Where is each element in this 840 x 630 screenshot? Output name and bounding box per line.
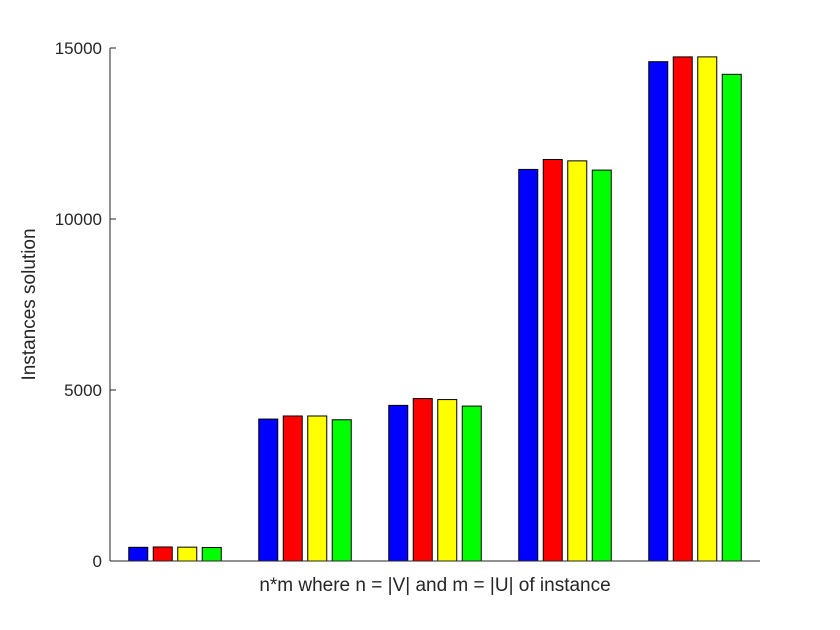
y-axis-label: Instances solution xyxy=(19,228,40,380)
bar xyxy=(388,404,409,562)
bar xyxy=(177,546,198,562)
y-tick-label: 10000 xyxy=(55,210,102,229)
bar xyxy=(152,546,173,562)
bar xyxy=(461,405,482,562)
x-axis-label: n*m where n = |V| and m = |U| of instanc… xyxy=(259,575,610,596)
y-tick-label: 0 xyxy=(93,552,102,571)
bar xyxy=(258,418,279,562)
bar xyxy=(591,169,612,562)
bar xyxy=(648,61,669,562)
bar xyxy=(331,419,352,562)
y-tick-label: 15000 xyxy=(55,39,102,58)
bar xyxy=(307,415,328,562)
bar xyxy=(567,160,588,562)
bar xyxy=(282,415,303,562)
bar xyxy=(672,56,693,562)
bar xyxy=(128,546,149,562)
y-tick-label: 5000 xyxy=(64,381,102,400)
bars-group xyxy=(128,56,742,562)
bar xyxy=(201,546,222,562)
y-ticks-group: 0 5000 10000 15000 xyxy=(55,39,116,571)
bar xyxy=(412,398,433,562)
bar xyxy=(437,399,458,562)
bar xyxy=(721,73,742,562)
bar xyxy=(518,168,539,562)
bar xyxy=(697,56,718,562)
bar xyxy=(542,158,563,562)
